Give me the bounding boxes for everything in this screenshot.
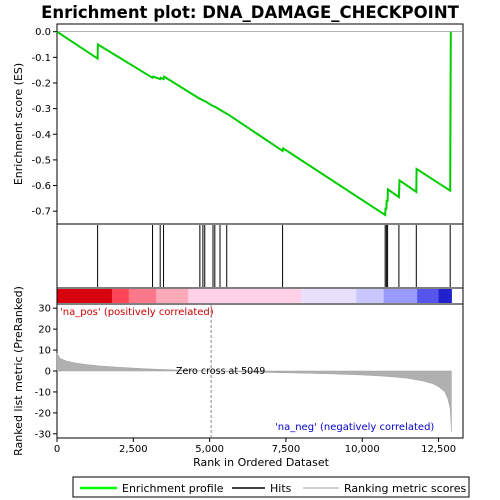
heatmap-segment [383, 289, 418, 303]
heatmap-segment [438, 289, 452, 303]
enrichment-profile-line [56, 30, 452, 217]
legend-metric-label: Ranking metric scores [344, 482, 466, 495]
neg-correlated-label: 'na_neg' (negatively correlated) [275, 422, 434, 433]
es-ylabel: Enrichment score (ES) [12, 63, 25, 185]
hits-panel-frame [56, 223, 464, 289]
x-tick-label: 10,000 [345, 444, 380, 455]
es-panel: 0.0 -0.1 -0.2 -0.3 -0.4 -0.5 -0.6 -0.7 Enrichme… [12, 23, 464, 225]
metric-y-tick-label: 10 [38, 346, 51, 357]
heatmap-segments [57, 289, 452, 303]
metric-y-axis: 30 20 10 0 -10 -20 -30 [35, 304, 57, 440]
x-tick-label: 7,500 [272, 444, 301, 455]
es-y-tick-label: -0.2 [31, 78, 51, 89]
es-panel-frame [56, 23, 464, 225]
metric-y-tick-label: -20 [35, 408, 51, 419]
heatmap-segment [57, 289, 113, 303]
x-axis-label: Rank in Ordered Dataset [193, 456, 330, 469]
es-y-tick-label: 0.0 [35, 27, 51, 38]
heatmap-segment [301, 289, 357, 303]
heatmap-segment [211, 289, 302, 303]
es-y-tick-label: -0.6 [31, 181, 51, 192]
ranking-metric-area [56, 352, 452, 432]
x-tick-label: 0 [54, 444, 60, 455]
heatmap-segment [156, 289, 189, 303]
metric-y-tick-label: 30 [38, 304, 51, 315]
metric-y-tick-label: -10 [35, 387, 51, 398]
legend-frame [72, 476, 470, 498]
metric-y-tick-label: 0 [45, 367, 51, 378]
heatmap-segment [417, 289, 440, 303]
x-tick-label: 5,000 [195, 444, 224, 455]
es-y-axis: 0.0 -0.1 -0.2 -0.3 -0.4 -0.5 -0.6 -0.7 [31, 27, 57, 218]
metric-ylabel: Ranked list metric (PreRanked) [12, 286, 25, 456]
es-y-tick-label: -0.7 [31, 207, 51, 218]
es-y-tick-label: -0.5 [31, 155, 51, 166]
x-tick-label: 2,500 [119, 444, 148, 455]
hit-marks [97, 225, 451, 287]
heatmap-segment [188, 289, 212, 303]
legend-hits-label: Hits [270, 482, 292, 495]
heatmap-segment [356, 289, 385, 303]
es-y-tick-label: -0.1 [31, 53, 51, 64]
legend: Enrichment profile Hits Ranking metric s… [72, 476, 470, 498]
metric-y-tick-label: -30 [35, 429, 51, 440]
chart-title: Enrichment plot: DNA_DAMAGE_CHECKPOINT [41, 3, 460, 22]
rank-heatmap [56, 287, 464, 305]
legend-enrichment-label: Enrichment profile [122, 482, 224, 495]
es-y-tick-label: -0.4 [31, 130, 51, 141]
heatmap-segment [128, 289, 157, 303]
pos-correlated-label: 'na_pos' (positively correlated) [60, 307, 214, 318]
zero-cross-label: Zero cross at 5049 [176, 366, 265, 377]
metric-y-tick-label: 20 [38, 325, 51, 336]
heatmap-segment [111, 289, 130, 303]
metric-panel: 30 20 10 0 -10 -20 -30 Ranked list metric (Pre… [12, 286, 464, 456]
x-axis: 0 2,500 5,000 7,500 10,000 12,500 [54, 438, 456, 455]
x-tick-label: 12,500 [421, 444, 456, 455]
hits-panel [56, 223, 464, 289]
es-y-tick-label: -0.3 [31, 104, 51, 115]
